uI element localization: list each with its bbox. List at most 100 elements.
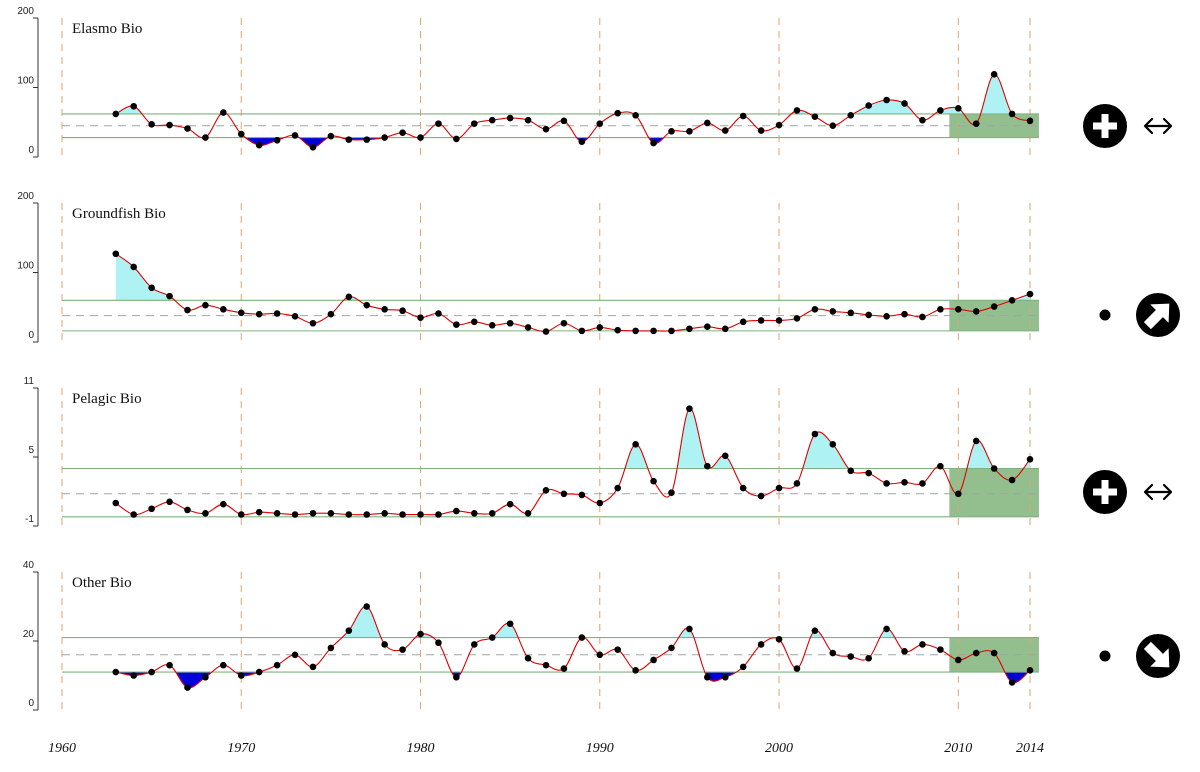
data-point-1994	[668, 489, 675, 496]
data-point-1972	[273, 137, 281, 144]
data-point-1968	[202, 301, 209, 309]
data-point-1975	[327, 644, 335, 652]
data-point-1971	[255, 508, 263, 516]
data-point-2007	[901, 479, 908, 486]
data-point-1996	[704, 462, 711, 470]
above-upper-fill	[966, 440, 995, 469]
data-point-1995	[686, 625, 693, 633]
data-point-2009	[937, 107, 944, 114]
data-point-2009	[937, 306, 944, 313]
data-point-1966	[166, 661, 173, 669]
data-point-1982	[453, 673, 460, 681]
data-point-1975	[327, 510, 335, 517]
data-point-1998	[739, 663, 747, 671]
data-point-1964	[130, 102, 137, 110]
data-point-1965	[148, 284, 155, 292]
data-point-1973	[291, 132, 299, 139]
plus-circle-icon	[1083, 104, 1127, 148]
data-point-1997	[721, 673, 729, 681]
data-point-1980	[417, 511, 424, 518]
x-tick-label: 1980	[407, 741, 435, 756]
data-point-1963	[112, 250, 120, 258]
data-point-2001	[793, 480, 801, 487]
data-point-1980	[417, 314, 424, 321]
data-point-2008	[919, 480, 926, 487]
data-point-1983	[471, 510, 478, 517]
data-point-1968	[202, 510, 209, 517]
data-point-1976	[345, 627, 353, 634]
data-point-2011	[972, 120, 980, 127]
data-point-2003	[829, 122, 837, 130]
data-point-1994	[668, 127, 675, 135]
data-point-2014	[1026, 290, 1034, 298]
data-point-1981	[435, 639, 442, 647]
data-point-2000	[775, 121, 783, 129]
data-point-2002	[811, 306, 819, 313]
data-point-1989	[578, 491, 586, 499]
data-point-1974	[309, 663, 317, 671]
data-point-2008	[919, 116, 926, 124]
data-point-2001	[793, 107, 801, 114]
data-point-1970	[237, 309, 245, 317]
data-point-1987	[542, 487, 550, 494]
data-point-1979	[399, 129, 406, 136]
arrow-up-right-circle-icon	[1136, 293, 1180, 337]
data-point-1979	[399, 307, 406, 315]
y-tick-label: 0	[28, 698, 34, 709]
panel-2: 0 100 200 Groundfish Bio	[17, 191, 1039, 343]
data-point-1990	[596, 499, 604, 507]
y-tick-label: 11	[24, 376, 35, 387]
data-point-2010	[955, 306, 962, 313]
data-point-1995	[686, 127, 693, 135]
above-upper-fill	[492, 623, 519, 638]
data-point-1983	[471, 318, 478, 326]
data-point-2006	[883, 312, 890, 320]
data-point-2003	[829, 441, 837, 448]
panel-title: Pelagic Bio	[72, 391, 142, 407]
panel-3: -1 5 11 Pelagic Bio	[24, 376, 1039, 527]
data-point-1984	[488, 116, 496, 124]
data-point-1963	[112, 668, 120, 676]
data-point-1981	[435, 511, 442, 518]
data-point-1999	[757, 492, 765, 500]
data-point-1974	[309, 143, 317, 151]
data-point-1980	[417, 134, 424, 141]
data-point-1994	[668, 644, 675, 652]
data-point-2013	[1008, 110, 1016, 118]
data-point-1994	[668, 327, 675, 335]
panel-1: 0 100 200 Elasmo Bio	[17, 6, 1039, 158]
arrow-down-right-circle-icon	[1136, 634, 1180, 678]
data-point-1978	[381, 641, 388, 648]
data-point-1964	[130, 511, 137, 518]
data-point-2012	[990, 71, 998, 78]
data-point-1965	[148, 668, 155, 676]
y-tick-label: 0	[28, 330, 34, 341]
data-point-1985	[506, 500, 514, 508]
data-point-1986	[524, 510, 532, 517]
above-upper-fill	[115, 253, 175, 301]
data-point-2012	[990, 465, 998, 472]
data-point-1970	[237, 511, 245, 518]
x-tick-label: 1970	[227, 741, 255, 756]
data-point-1990	[596, 651, 604, 659]
data-point-1967	[184, 306, 191, 314]
data-point-2005	[865, 469, 872, 477]
panel-title: Groundfish Bio	[72, 206, 166, 222]
data-point-2010	[955, 490, 962, 498]
data-point-2000	[775, 484, 783, 492]
data-point-1963	[112, 110, 120, 118]
y-tick-label: 0	[28, 145, 34, 156]
data-point-1971	[255, 668, 263, 676]
data-point-2004	[847, 309, 855, 317]
dot-icon	[1099, 309, 1111, 321]
panel-4: 0 20 40 Other Bio	[23, 560, 1039, 711]
x-tick-label: 2010	[944, 741, 972, 756]
data-point-2014	[1026, 117, 1034, 125]
data-point-2005	[865, 311, 872, 319]
data-point-1993	[650, 327, 657, 335]
data-point-1996	[704, 673, 711, 681]
data-point-1973	[291, 511, 299, 518]
data-point-2005	[865, 102, 872, 109]
data-point-1991	[614, 109, 621, 117]
